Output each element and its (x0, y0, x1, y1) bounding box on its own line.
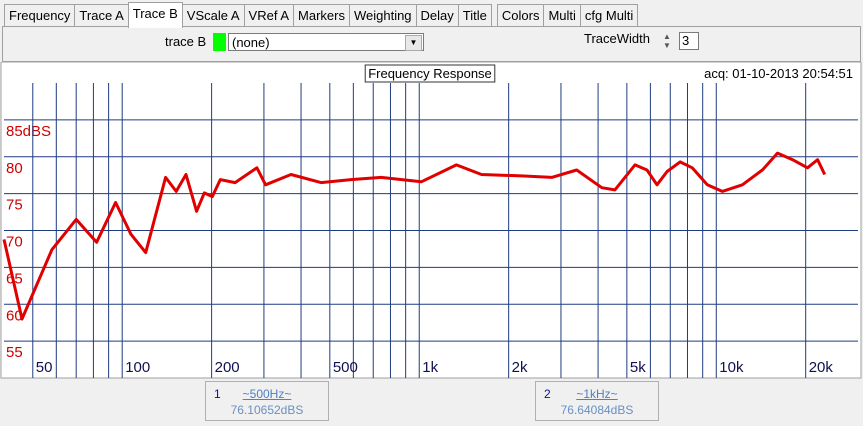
x-tick-label: 50 (36, 359, 53, 376)
tab[interactable]: VScale A (181, 4, 245, 26)
y-tick-label: 85dBS (6, 123, 51, 140)
trace-select[interactable]: (none) ▼ (228, 33, 424, 51)
x-tick-label: 10k (719, 359, 744, 376)
x-tick-label: 2k (512, 359, 528, 376)
y-tick-label: 55 (6, 344, 23, 361)
width-spinner[interactable]: ▲ ▼ (663, 32, 671, 50)
x-tick-label: 500 (333, 359, 358, 376)
width-input[interactable]: 3 (679, 32, 699, 50)
trace-color[interactable] (213, 33, 226, 51)
tab[interactable]: cfg Multi (579, 4, 639, 26)
marker-value: 76.10652dBS (230, 403, 304, 417)
x-tick-label: 200 (215, 359, 240, 376)
marker-index: 2 (544, 387, 551, 401)
tab[interactable]: Markers (293, 4, 350, 26)
tab[interactable]: Trace B (127, 2, 183, 28)
trace-label: trace B (165, 34, 207, 49)
y-tick-label: 60 (6, 307, 23, 324)
dropdown-arrow[interactable]: ▼ (405, 35, 422, 51)
tab-panel: trace B (none) ▼ TraceWidth ▲ ▼ 3 (2, 26, 861, 62)
chart-title: Frequency Response (368, 66, 492, 81)
width-label: TraceWidth (584, 31, 650, 46)
marker-box: 2 ~1kHz~ 76.64084dBS (535, 381, 659, 421)
trace-select-value: (none) (232, 35, 270, 50)
x-tick-label: 100 (125, 359, 150, 376)
marker-box: 1 ~500Hz~ 76.10652dBS (205, 381, 329, 421)
tab[interactable]: Frequency (4, 4, 76, 26)
marker-freq[interactable]: ~500Hz~ (242, 387, 292, 401)
tab[interactable]: Trace A (74, 4, 129, 26)
chart-background (0, 62, 862, 379)
y-tick-label: 80 (6, 160, 23, 177)
y-tick-label: 75 (6, 197, 23, 214)
tab-bar: Frequency Trace A Trace B VScale A VRef A Mar… (4, 2, 639, 28)
tab[interactable]: Colors (496, 4, 545, 26)
tab[interactable]: Weighting (348, 4, 417, 26)
tab[interactable]: VRef A (243, 4, 295, 26)
y-tick-label: 70 (6, 234, 23, 251)
x-tick-label: 20k (809, 359, 834, 376)
tab[interactable]: Multi (543, 4, 581, 26)
x-tick-label: 5k (630, 359, 646, 376)
tab[interactable]: Title (457, 4, 492, 26)
x-tick-label: 1k (422, 359, 438, 376)
marker-value: 76.64084dBS (560, 403, 634, 417)
marker-index: 1 (214, 387, 221, 401)
trace-line (2, 151, 827, 321)
marker-freq[interactable]: ~1kHz~ (576, 387, 618, 401)
acquired: acq: 01-10-2013 20:54:51 (704, 66, 853, 81)
tab[interactable]: Delay (415, 4, 459, 26)
title-box (364, 64, 496, 83)
